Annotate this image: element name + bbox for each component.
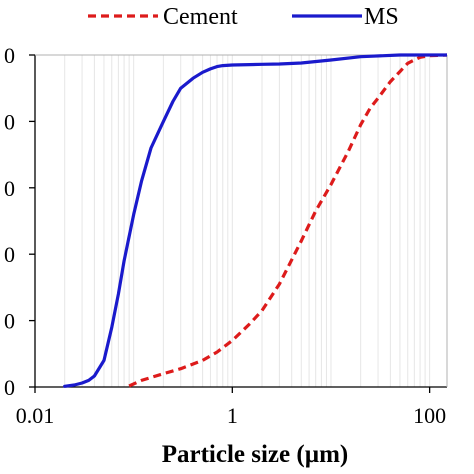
y-tick-label: 0: [4, 176, 15, 201]
x-tick-label: 1: [227, 403, 238, 428]
y-tick-label: 0: [4, 375, 15, 400]
x-axis-label: Particle size (µm): [162, 441, 349, 468]
y-tick-label: 0: [4, 43, 15, 68]
legend: Cement MS: [88, 4, 399, 30]
series-line-ms: [63, 53, 447, 388]
axes: [29, 54, 448, 393]
y-tick-label: 0: [4, 109, 15, 134]
grid-lines: [34, 55, 431, 387]
x-tick-label: 100: [413, 403, 446, 428]
series-lines: [63, 53, 447, 388]
legend-label-ms: MS: [364, 4, 399, 30]
legend-label-cement: Cement: [163, 4, 238, 30]
x-tick-label: 0.01: [16, 403, 55, 428]
y-tick-label: 0: [4, 242, 15, 267]
y-tick-label: 0: [4, 309, 15, 334]
series-line-cement: [128, 53, 447, 388]
